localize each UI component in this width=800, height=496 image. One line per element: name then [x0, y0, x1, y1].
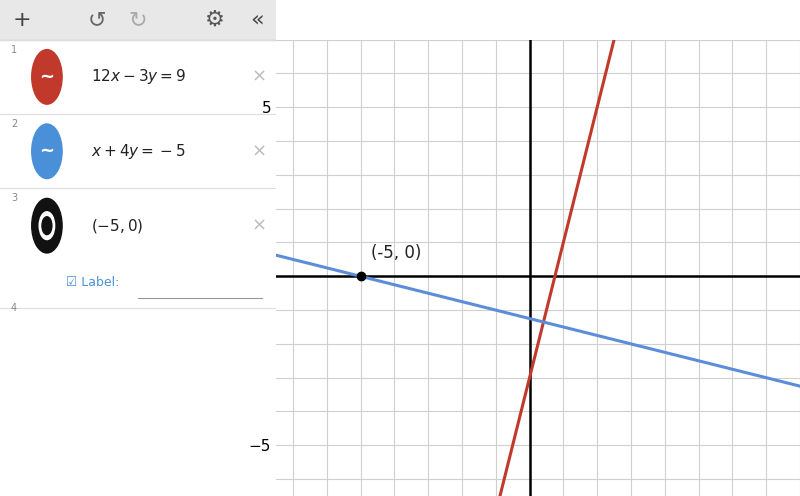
- FancyBboxPatch shape: [0, 0, 276, 40]
- Circle shape: [32, 50, 62, 104]
- Text: ×: ×: [252, 142, 267, 160]
- Text: ⚙: ⚙: [206, 10, 226, 30]
- Text: ×: ×: [252, 217, 267, 235]
- Circle shape: [32, 124, 62, 179]
- Text: 2: 2: [11, 119, 18, 129]
- Text: (-5, 0): (-5, 0): [370, 244, 421, 262]
- Text: «: «: [250, 10, 263, 30]
- Text: $12x-3y=9$: $12x-3y=9$: [91, 67, 186, 86]
- Text: ~: ~: [39, 68, 54, 86]
- Text: ~: ~: [39, 142, 54, 160]
- Text: ↻: ↻: [129, 10, 147, 30]
- Text: 4: 4: [11, 303, 17, 312]
- Text: ☑ Label:: ☑ Label:: [66, 276, 120, 289]
- Text: $x+4y=-5$: $x+4y=-5$: [91, 142, 186, 161]
- Circle shape: [39, 212, 54, 240]
- Text: 3: 3: [11, 193, 17, 203]
- Text: ×: ×: [252, 68, 267, 86]
- Text: +: +: [13, 10, 31, 30]
- Circle shape: [32, 198, 62, 253]
- Text: $(-5,0)$: $(-5,0)$: [91, 217, 144, 235]
- Text: 1: 1: [11, 45, 17, 55]
- Text: ↺: ↺: [87, 10, 106, 30]
- Circle shape: [42, 217, 52, 235]
